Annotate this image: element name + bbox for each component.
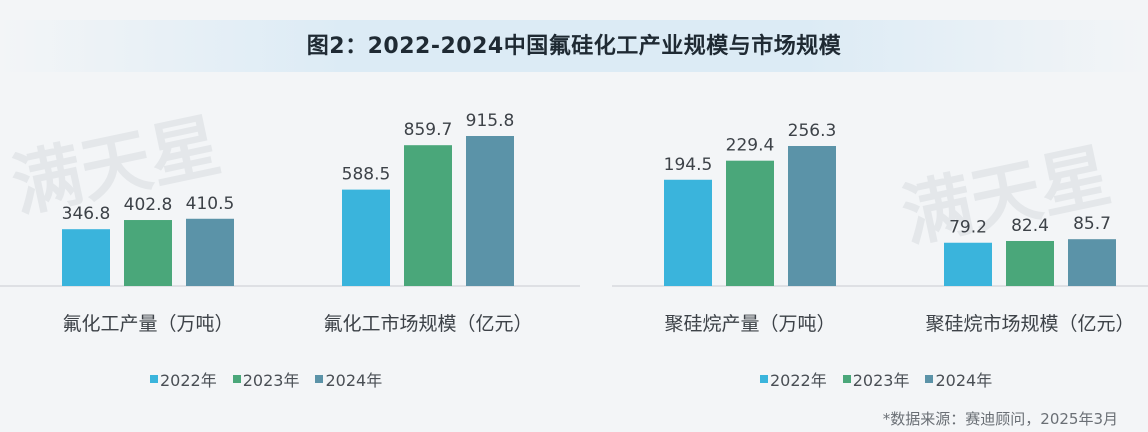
legend-left: 2022年 2023年 2024年 — [150, 367, 382, 391]
data-label: 410.5 — [186, 194, 235, 214]
legend-label: 2022年 — [770, 371, 827, 390]
data-label: 346.8 — [62, 204, 111, 224]
data-source-note: *数据来源：赛迪顾问，2025年3月 — [882, 410, 1118, 428]
legend-item: 2022年 — [760, 367, 827, 391]
title-banner — [0, 20, 1148, 72]
category-label: 聚硅烷市场规模（亿元） — [925, 313, 1134, 335]
bar-left-0-2 — [186, 218, 234, 286]
legend-item: 2023年 — [232, 367, 300, 391]
data-label: 915.8 — [466, 111, 515, 131]
legend-label: 2024年 — [325, 371, 383, 390]
data-label: 194.5 — [664, 155, 713, 175]
bar-right-1-1 — [1006, 240, 1054, 286]
legend-label: 2023年 — [242, 371, 300, 390]
bar-left-0-1 — [124, 220, 172, 286]
bar-left-1-1 — [404, 145, 452, 286]
bar-right-1-2 — [1068, 239, 1116, 286]
bar-left-1-2 — [466, 136, 514, 286]
bar-left-0-0 — [62, 229, 110, 286]
legend-swatch — [232, 375, 241, 383]
legend-right: 2022年 2023年 2024年 — [760, 367, 992, 391]
legend-swatch — [760, 375, 768, 383]
data-label: 588.5 — [342, 165, 391, 185]
data-label: 85.7 — [1073, 214, 1111, 234]
page-title: 图2：2022-2024中国氟硅化工产业规模与市场规模 — [306, 34, 842, 59]
bar-right-0-0 — [664, 179, 712, 286]
legend-label: 2024年 — [935, 371, 993, 390]
legend-swatch — [315, 375, 324, 383]
bar-left-1-0 — [342, 189, 390, 286]
data-label: 859.7 — [404, 120, 453, 140]
legend-swatch — [925, 375, 934, 383]
data-label: 82.4 — [1011, 216, 1049, 236]
bar-right-0-1 — [726, 160, 774, 286]
legend-item: 2024年 — [315, 367, 382, 391]
category-label: 氟化工产量（万吨） — [62, 313, 233, 335]
legend-item: 2022年 — [150, 367, 217, 391]
data-label: 402.8 — [124, 195, 173, 215]
category-label: 聚硅烷产量（万吨） — [664, 313, 835, 335]
legend-swatch — [842, 375, 851, 383]
legend-label: 2022年 — [160, 371, 217, 390]
legend-swatch — [150, 375, 158, 383]
legend-item: 2024年 — [925, 367, 992, 391]
data-label: 256.3 — [788, 121, 837, 141]
legend-item: 2023年 — [842, 367, 910, 391]
legend-label: 2023年 — [852, 371, 910, 390]
data-label: 79.2 — [949, 218, 987, 238]
bar-right-1-0 — [944, 242, 992, 286]
bar-right-0-2 — [788, 146, 836, 286]
category-label: 氟化工市场规模（亿元） — [323, 313, 532, 335]
data-label: 229.4 — [726, 136, 775, 156]
